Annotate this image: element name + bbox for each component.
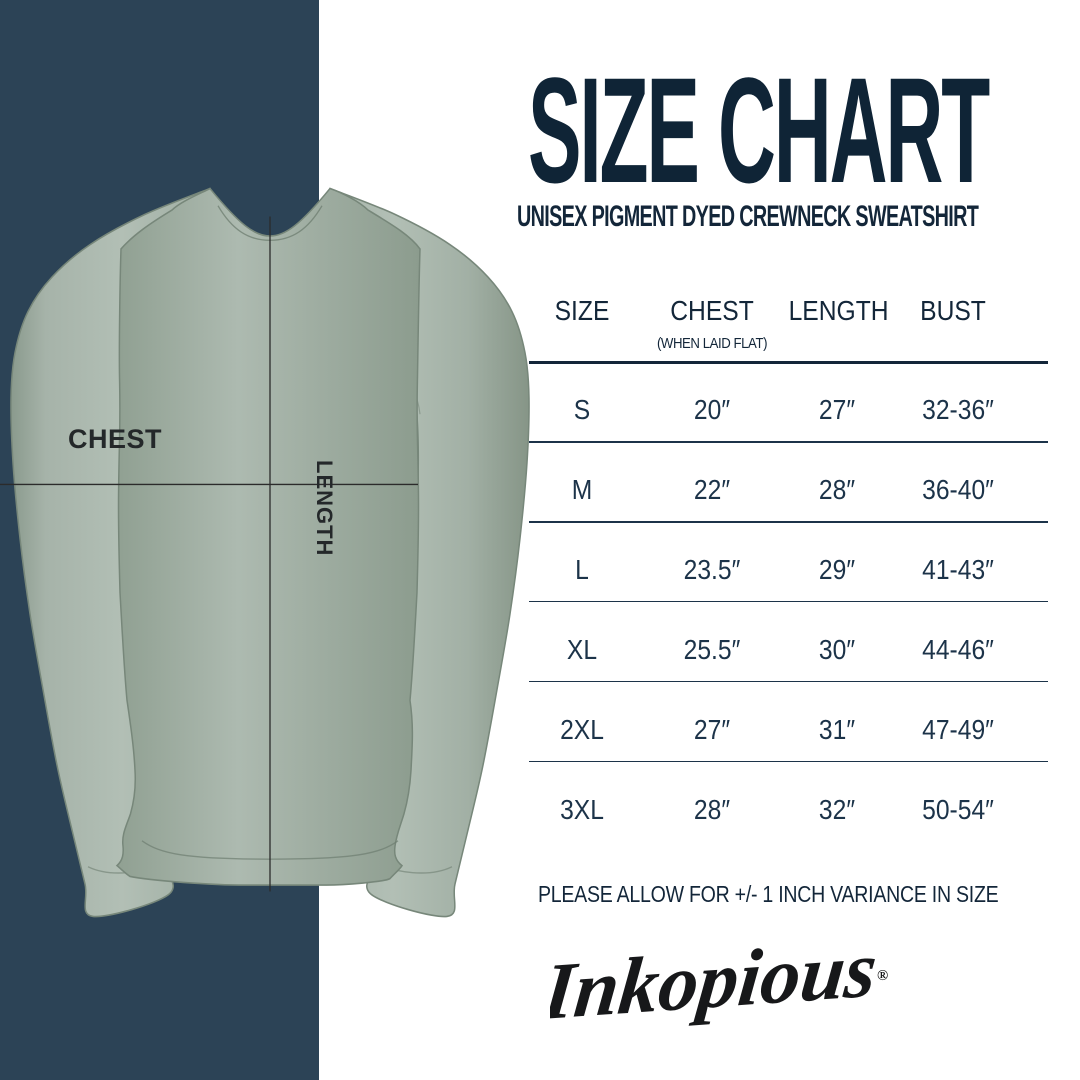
svg-text:Inkopious: Inkopious xyxy=(550,938,881,1037)
svg-text:®: ® xyxy=(877,968,888,984)
